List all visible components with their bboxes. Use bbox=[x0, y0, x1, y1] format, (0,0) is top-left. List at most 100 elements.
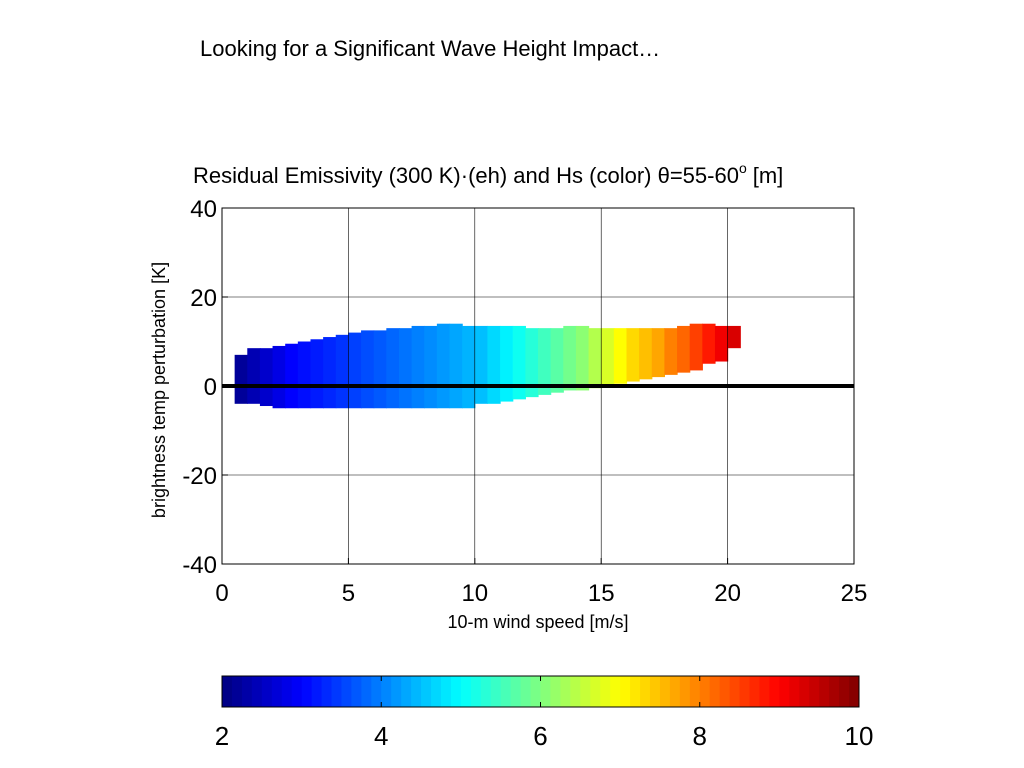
colorbar-swatch bbox=[729, 676, 741, 707]
colorbar-swatch bbox=[331, 676, 342, 707]
colorbar-swatch bbox=[530, 676, 541, 707]
colorbar-swatch bbox=[580, 676, 591, 707]
colorbar bbox=[222, 676, 860, 707]
band-column bbox=[626, 328, 640, 382]
x-axis-label: 10-m wind speed [m/s] bbox=[447, 612, 628, 632]
band-column bbox=[411, 325, 425, 409]
colorbar-swatch bbox=[281, 676, 293, 707]
colorbar-swatch bbox=[759, 676, 770, 707]
chart-title-main: Residual Emissivity (300 K)·(eh) and Hs … bbox=[193, 163, 739, 188]
colorbar-swatch bbox=[659, 676, 671, 707]
y-tick-label: 40 bbox=[190, 196, 217, 223]
x-tick-labels: 0 5 10 15 20 25 bbox=[215, 558, 867, 607]
band-column bbox=[272, 345, 286, 409]
band-column bbox=[714, 325, 729, 362]
band-column bbox=[664, 328, 678, 375]
colorbar-tick-label: 8 bbox=[693, 721, 707, 751]
colorbar-swatch bbox=[679, 676, 691, 707]
band-column bbox=[247, 348, 261, 404]
band-column bbox=[234, 354, 248, 404]
colorbar-swatch bbox=[261, 676, 273, 707]
band-column bbox=[651, 328, 665, 378]
band-column bbox=[285, 343, 299, 409]
colorbar-swatch bbox=[649, 676, 661, 707]
band-column bbox=[348, 332, 362, 409]
band-column bbox=[727, 325, 741, 349]
colorbar-swatch bbox=[719, 676, 731, 707]
band-column bbox=[613, 328, 628, 384]
band-column bbox=[323, 337, 337, 409]
chart-title: Residual Emissivity (300 K)·(eh) and Hs … bbox=[193, 160, 783, 188]
colorbar-swatch bbox=[222, 676, 233, 707]
band-column bbox=[310, 339, 324, 409]
band-column bbox=[639, 328, 653, 380]
colorbar-tick-label: 10 bbox=[845, 721, 874, 751]
colorbar-swatch bbox=[431, 676, 442, 707]
colorbar-swatch bbox=[749, 676, 760, 707]
colorbar-swatch bbox=[699, 676, 711, 707]
colorbar-swatch bbox=[560, 676, 571, 707]
band-column bbox=[487, 325, 501, 404]
colorbar-swatch bbox=[709, 676, 721, 707]
colorbar-swatch bbox=[490, 676, 502, 707]
x-tick-label: 5 bbox=[342, 580, 355, 607]
colorbar-swatch bbox=[480, 676, 492, 707]
colorbar-swatch bbox=[371, 676, 382, 707]
colorbar-swatch bbox=[291, 676, 303, 707]
y-tick-label: 0 bbox=[204, 374, 217, 401]
colorbar-swatch bbox=[630, 676, 641, 707]
band-column bbox=[601, 328, 615, 386]
colorbar-swatch bbox=[361, 676, 372, 707]
colorbar-swatch bbox=[809, 676, 820, 707]
colorbar-swatch bbox=[550, 676, 561, 707]
colorbar-swatch bbox=[769, 676, 780, 707]
colorbar-swatch bbox=[440, 676, 452, 707]
x-tick-label: 10 bbox=[461, 580, 488, 607]
x-tick-label: 15 bbox=[588, 580, 615, 607]
colorbar-swatch bbox=[391, 676, 402, 707]
colorbar-swatch bbox=[689, 676, 701, 707]
colorbar-swatch bbox=[520, 676, 532, 707]
y-tick-label: -40 bbox=[182, 552, 217, 579]
colorbar-swatch bbox=[600, 676, 611, 707]
band-column bbox=[424, 325, 438, 409]
colorbar-swatch bbox=[251, 676, 263, 707]
chart-title-units: [m] bbox=[753, 163, 784, 188]
colorbar-swatch bbox=[799, 676, 810, 707]
colorbar-swatch bbox=[450, 676, 462, 707]
band-column bbox=[398, 328, 413, 409]
colorbar-swatch bbox=[510, 676, 522, 707]
colorbar-swatch bbox=[401, 676, 412, 707]
colorbar-swatch bbox=[849, 676, 860, 707]
colorbar-swatch bbox=[779, 676, 790, 707]
colorbar-swatch bbox=[839, 676, 850, 707]
colorbar-swatch bbox=[590, 676, 601, 707]
band-column bbox=[386, 328, 400, 409]
colorbar-swatch bbox=[421, 676, 432, 707]
colorbar-swatch bbox=[819, 676, 830, 707]
colorbar-swatch bbox=[640, 676, 651, 707]
band-column bbox=[474, 325, 489, 404]
colorbar-swatch bbox=[460, 676, 472, 707]
band-column bbox=[563, 325, 577, 391]
colorbar-swatch bbox=[470, 676, 482, 707]
slide-title: Looking for a Significant Wave Height Im… bbox=[200, 36, 661, 61]
band-column bbox=[449, 323, 463, 409]
colorbar-swatch bbox=[669, 676, 681, 707]
band-column bbox=[550, 328, 564, 393]
colorbar-swatch bbox=[411, 676, 422, 707]
colorbar-swatch bbox=[381, 676, 392, 707]
band-column bbox=[689, 323, 703, 371]
x-tick-label: 25 bbox=[841, 580, 868, 607]
band-column bbox=[588, 328, 602, 389]
y-axis-label: brightness temp perturbation [K] bbox=[149, 262, 169, 518]
band-column bbox=[373, 330, 387, 409]
colorbar-swatch bbox=[739, 676, 751, 707]
band-column bbox=[436, 323, 451, 409]
band-column bbox=[259, 348, 274, 407]
colorbar-swatch bbox=[610, 676, 621, 707]
colorbar-swatch bbox=[789, 676, 800, 707]
colorbar-ticks: 2 4 6 8 10 bbox=[215, 676, 874, 751]
colorbar-swatch bbox=[500, 676, 512, 707]
